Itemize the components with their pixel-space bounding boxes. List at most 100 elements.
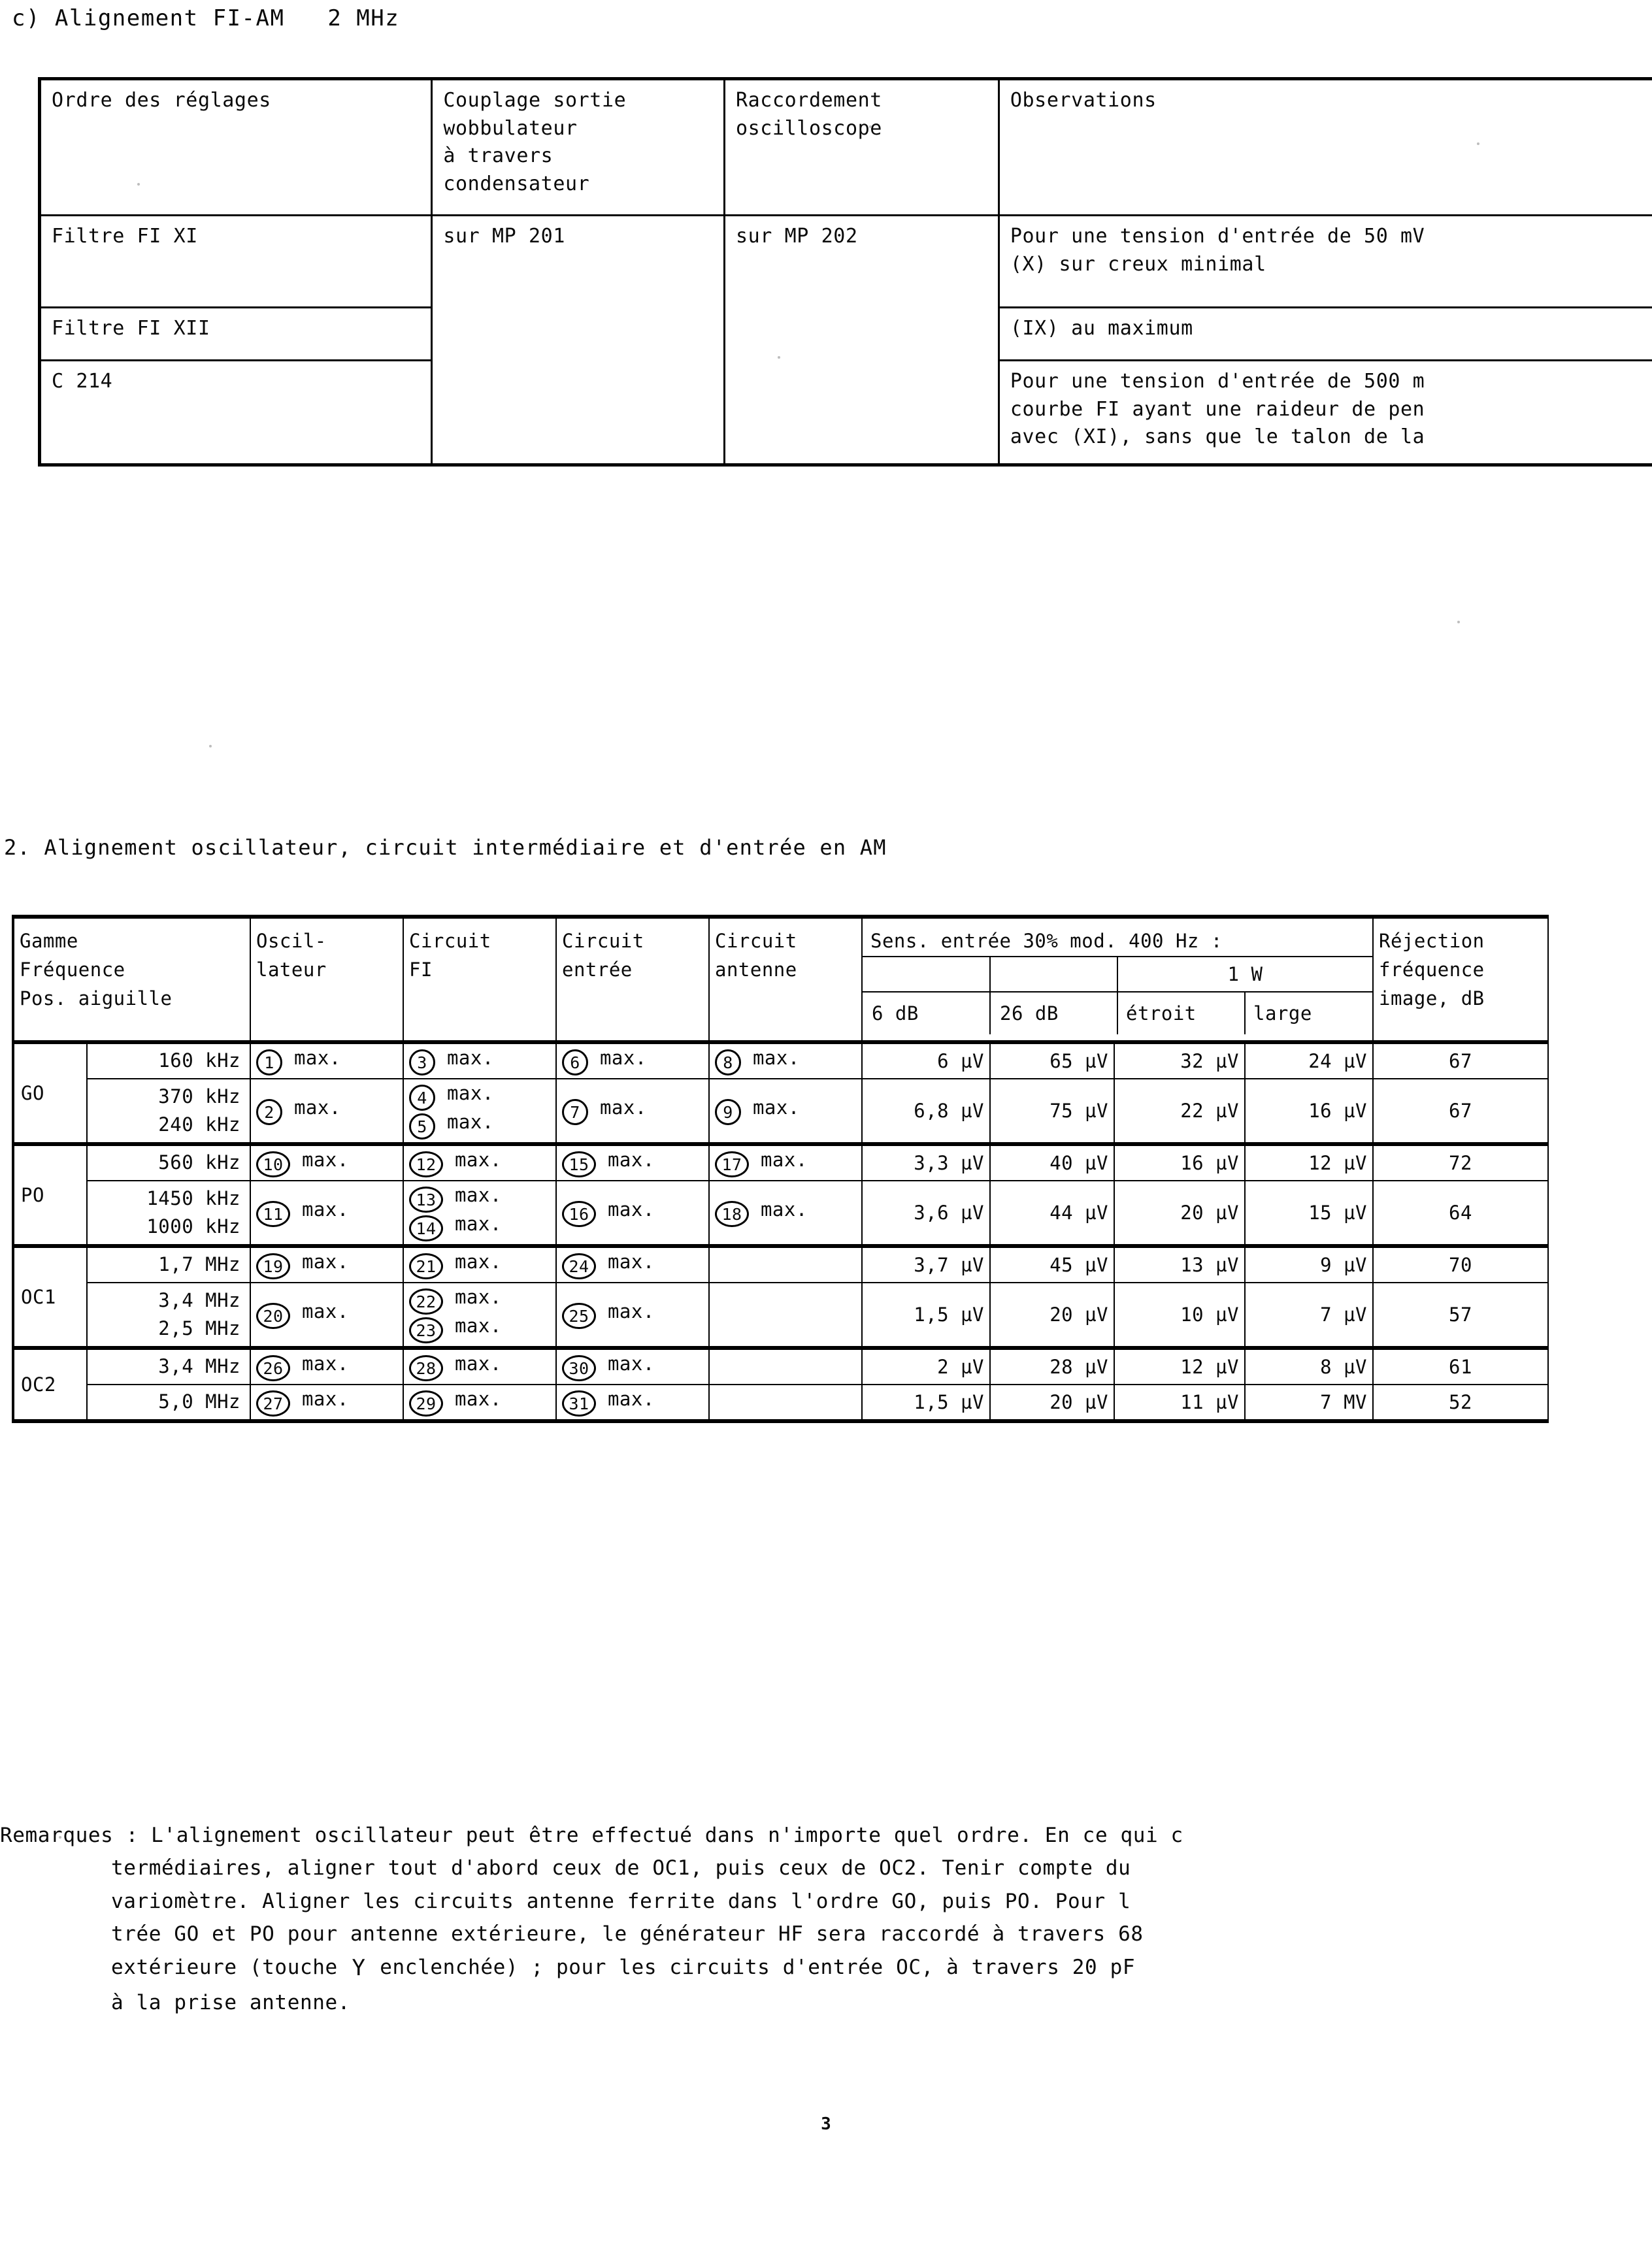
circuit-entree-cell: 24 max. bbox=[555, 1245, 710, 1283]
oscillateur-cell: 26 max. bbox=[250, 1347, 404, 1385]
circuit-fi-cell: 12 max. bbox=[403, 1143, 557, 1181]
circuit-antenne-cell bbox=[708, 1347, 863, 1385]
adjustment-point: 14 max. bbox=[409, 1213, 502, 1241]
cell-observations-2: (IX) au maximum bbox=[997, 306, 1652, 361]
antenna-icon: Y bbox=[352, 1955, 366, 1982]
circuit-fi-cell: 28 max. bbox=[403, 1347, 557, 1385]
adjustment-suffix: max. bbox=[454, 1388, 502, 1410]
rejection-cell: 52 bbox=[1372, 1384, 1549, 1422]
band-label-po: PO bbox=[12, 1143, 88, 1247]
circled-number-24: 24 bbox=[562, 1253, 596, 1279]
adjustment-suffix: max. bbox=[607, 1300, 655, 1322]
header-couplage-sortie: Couplage sortie wobbulateur à travers co… bbox=[431, 78, 725, 216]
header-rejection-frequence-image: Réjection fréquence image, dB bbox=[1372, 916, 1549, 1043]
sens-etroit-cell: 12 µV bbox=[1114, 1347, 1246, 1385]
adjustment-suffix: max. bbox=[301, 1198, 349, 1221]
frequency-cell: 370 kHz 240 kHz bbox=[86, 1078, 251, 1145]
cell-ordre-c-214: C 214 bbox=[38, 359, 433, 466]
adjustment-point: 20 max. bbox=[256, 1300, 349, 1329]
adjustment-suffix: max. bbox=[446, 1111, 494, 1133]
oscillateur-cell: 10 max. bbox=[250, 1143, 404, 1181]
adjustment-point: 25 max. bbox=[562, 1300, 655, 1329]
adjustment-point: 31 max. bbox=[562, 1388, 655, 1417]
adjustment-point: 29 max. bbox=[409, 1388, 502, 1417]
circuit-antenne-cell bbox=[708, 1384, 863, 1422]
table-row: OC1 1,7 MHz 19 max. 21 max. 24 max. 3,7 µV 45 … bbox=[12, 1245, 1549, 1349]
adjustment-suffix: max. bbox=[454, 1353, 502, 1375]
table-row: Filtre FI XII (IX) au maximum bbox=[38, 306, 1652, 361]
header-sens-entree-label: Sens. entrée 30% mod. 400 Hz : bbox=[863, 925, 1372, 957]
circled-number-19: 19 bbox=[256, 1253, 290, 1279]
circled-number-16: 16 bbox=[562, 1201, 596, 1227]
sens-large-cell: 15 µV bbox=[1244, 1180, 1374, 1247]
remarques-line-5b: enclenchée) ; pour les circuits d'entrée… bbox=[367, 1956, 1136, 1980]
sens-etroit-cell: 20 µV bbox=[1114, 1180, 1246, 1247]
circled-number-23: 23 bbox=[409, 1317, 443, 1343]
circled-number-13: 13 bbox=[409, 1187, 443, 1213]
sens-6db-cell: 3,7 µV bbox=[861, 1245, 991, 1283]
adjustment-suffix: max. bbox=[607, 1251, 655, 1273]
remarques-block: Remarques : L'alignement oscillateur peu… bbox=[0, 1786, 1652, 2052]
header-circuit-antenne: Circuit antenne bbox=[708, 916, 863, 1043]
header-gamme-frequence: Gamme Fréquence Pos. aiguille bbox=[12, 916, 251, 1043]
adjustment-suffix: max. bbox=[293, 1096, 341, 1119]
circuit-fi-cell: 22 max. 23 max. bbox=[403, 1282, 557, 1349]
sens-etroit-cell: 16 µV bbox=[1114, 1143, 1246, 1181]
circuit-antenne-cell bbox=[708, 1282, 863, 1349]
rejection-cell: 57 bbox=[1372, 1282, 1549, 1349]
page-number: 3 bbox=[821, 2114, 831, 2134]
circled-number-3: 3 bbox=[409, 1049, 435, 1075]
adjustment-suffix: max. bbox=[454, 1286, 502, 1308]
sens-6db-cell: 6,8 µV bbox=[861, 1078, 991, 1145]
frequency-cell: 3,4 MHz bbox=[86, 1347, 251, 1385]
header-sensibilite-group: Sens. entrée 30% mod. 400 Hz : 1 W 6 dB … bbox=[861, 916, 1374, 1043]
adjustment-suffix: max. bbox=[760, 1198, 808, 1221]
sens-26db-cell: 28 µV bbox=[989, 1347, 1115, 1385]
adjustment-point: 1 max. bbox=[256, 1047, 341, 1075]
remarques-line-4: trée GO et PO pour antenne extérieure, l… bbox=[111, 1922, 1144, 1946]
table-row: 5,0 MHz 27 max. 29 max. 31 max. 1,5 µV 20 µV 1… bbox=[13, 1384, 1549, 1422]
circled-number-31: 31 bbox=[562, 1390, 596, 1417]
table-row: 3,4 MHz 2,5 MHz 20 max. 22 max. 23 max. 25 ma… bbox=[13, 1282, 1549, 1349]
adjustment-point: 15 max. bbox=[562, 1149, 655, 1177]
circled-number-14: 14 bbox=[409, 1215, 443, 1241]
frequency-cell: 160 kHz bbox=[86, 1042, 251, 1079]
header-1w-label: 1 W bbox=[1117, 957, 1372, 993]
adjustment-point: 22 max. bbox=[409, 1286, 502, 1315]
adjustment-point: 26 max. bbox=[256, 1353, 349, 1381]
circled-number-28: 28 bbox=[409, 1355, 443, 1381]
table-row: C 214 Pour une tension d'entrée de 500 m… bbox=[38, 359, 1652, 466]
frequency-cell: 1,7 MHz bbox=[86, 1245, 251, 1283]
circuit-fi-cell: 21 max. bbox=[403, 1245, 557, 1283]
circled-number-30: 30 bbox=[562, 1355, 596, 1381]
circuit-entree-cell: 16 max. bbox=[555, 1180, 710, 1247]
table-row: 1450 kHz 1000 kHz 11 max. 13 max. 14 max. 16 … bbox=[13, 1180, 1549, 1247]
adjustment-point: 11 max. bbox=[256, 1198, 349, 1227]
circuit-entree-cell: 25 max. bbox=[555, 1282, 710, 1349]
remarques-line-5a: extérieure (touche bbox=[111, 1956, 351, 1980]
adjustment-suffix: max. bbox=[454, 1315, 502, 1337]
sens-etroit-cell: 10 µV bbox=[1114, 1282, 1246, 1349]
circuit-fi-cell: 29 max. bbox=[403, 1384, 557, 1422]
sens-6db-cell: 3,3 µV bbox=[861, 1143, 991, 1181]
adjustment-point: 18 max. bbox=[715, 1198, 808, 1227]
header-raccordement-oscilloscope: Raccordement oscilloscope bbox=[723, 78, 1000, 216]
rejection-cell: 67 bbox=[1372, 1042, 1549, 1079]
frequency-cell: 560 kHz bbox=[86, 1143, 251, 1181]
circled-number-9: 9 bbox=[715, 1099, 741, 1125]
cell-observations-1: Pour une tension d'entrée de 50 mV (X) s… bbox=[997, 214, 1652, 308]
adjustment-suffix: max. bbox=[454, 1184, 502, 1206]
oscillateur-cell: 2 max. bbox=[250, 1078, 404, 1145]
adjustment-point: 19 max. bbox=[256, 1251, 349, 1279]
adjustment-suffix: max. bbox=[599, 1096, 647, 1119]
band-label-oc2: OC2 bbox=[12, 1347, 88, 1422]
sens-26db-cell: 20 µV bbox=[989, 1384, 1115, 1422]
circled-number-10: 10 bbox=[256, 1151, 290, 1177]
adjustment-point: 23 max. bbox=[409, 1315, 502, 1343]
sens-6db-cell: 1,5 µV bbox=[861, 1384, 991, 1422]
adjustment-point: 12 max. bbox=[409, 1149, 502, 1177]
adjustment-suffix: max. bbox=[752, 1096, 800, 1119]
circled-number-2: 2 bbox=[256, 1099, 282, 1125]
cell-raccordement-sur-mp-202: sur MP 202 bbox=[723, 214, 1000, 466]
table-row: PO 560 kHz 10 max. 12 max. 15 max. 17 max. 3,3… bbox=[12, 1143, 1549, 1247]
